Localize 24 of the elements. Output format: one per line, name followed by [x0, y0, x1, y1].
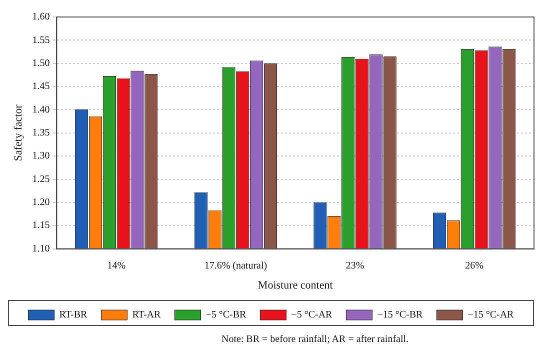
y-tick-label: 1.15: [32, 220, 50, 232]
y-tick-label: 1.40: [32, 104, 50, 116]
text: Note: BR = before rainfall; AR = after rainfall.: [220, 334, 410, 345]
x-tick-label: 17.6% (natural): [204, 260, 268, 272]
y-tick-label: 1.30: [32, 150, 50, 162]
y-tick-label: 1.25: [32, 174, 50, 185]
x-tick-label: 14%: [107, 260, 126, 272]
y-tick-label: 1.60: [32, 12, 50, 23]
y-tick-label: 1.35: [32, 128, 50, 139]
y-tick-label: 1.10: [32, 243, 50, 254]
y-tick-label: 1.45: [32, 81, 50, 92]
y-tick-label: 1.50: [32, 58, 50, 69]
legend-label: −5 °C-AR: [291, 310, 333, 321]
legend-label: −15 °C-AR: [468, 310, 514, 321]
y-axis-title: Safety factor: [12, 104, 24, 162]
x-tick-label: 23%: [346, 260, 364, 272]
legend-label: RT-BR: [59, 310, 88, 321]
legend-label: −5 °C-BR: [206, 310, 247, 321]
legend-label: −15 °C-BR: [377, 310, 424, 321]
y-tick-label: 1.55: [32, 34, 50, 46]
x-tick-label: 26%: [465, 260, 484, 272]
legend-label: RT-AR: [132, 310, 162, 321]
y-tick-label: 1.20: [32, 197, 50, 208]
x-axis-title: Moisture content: [258, 279, 333, 292]
